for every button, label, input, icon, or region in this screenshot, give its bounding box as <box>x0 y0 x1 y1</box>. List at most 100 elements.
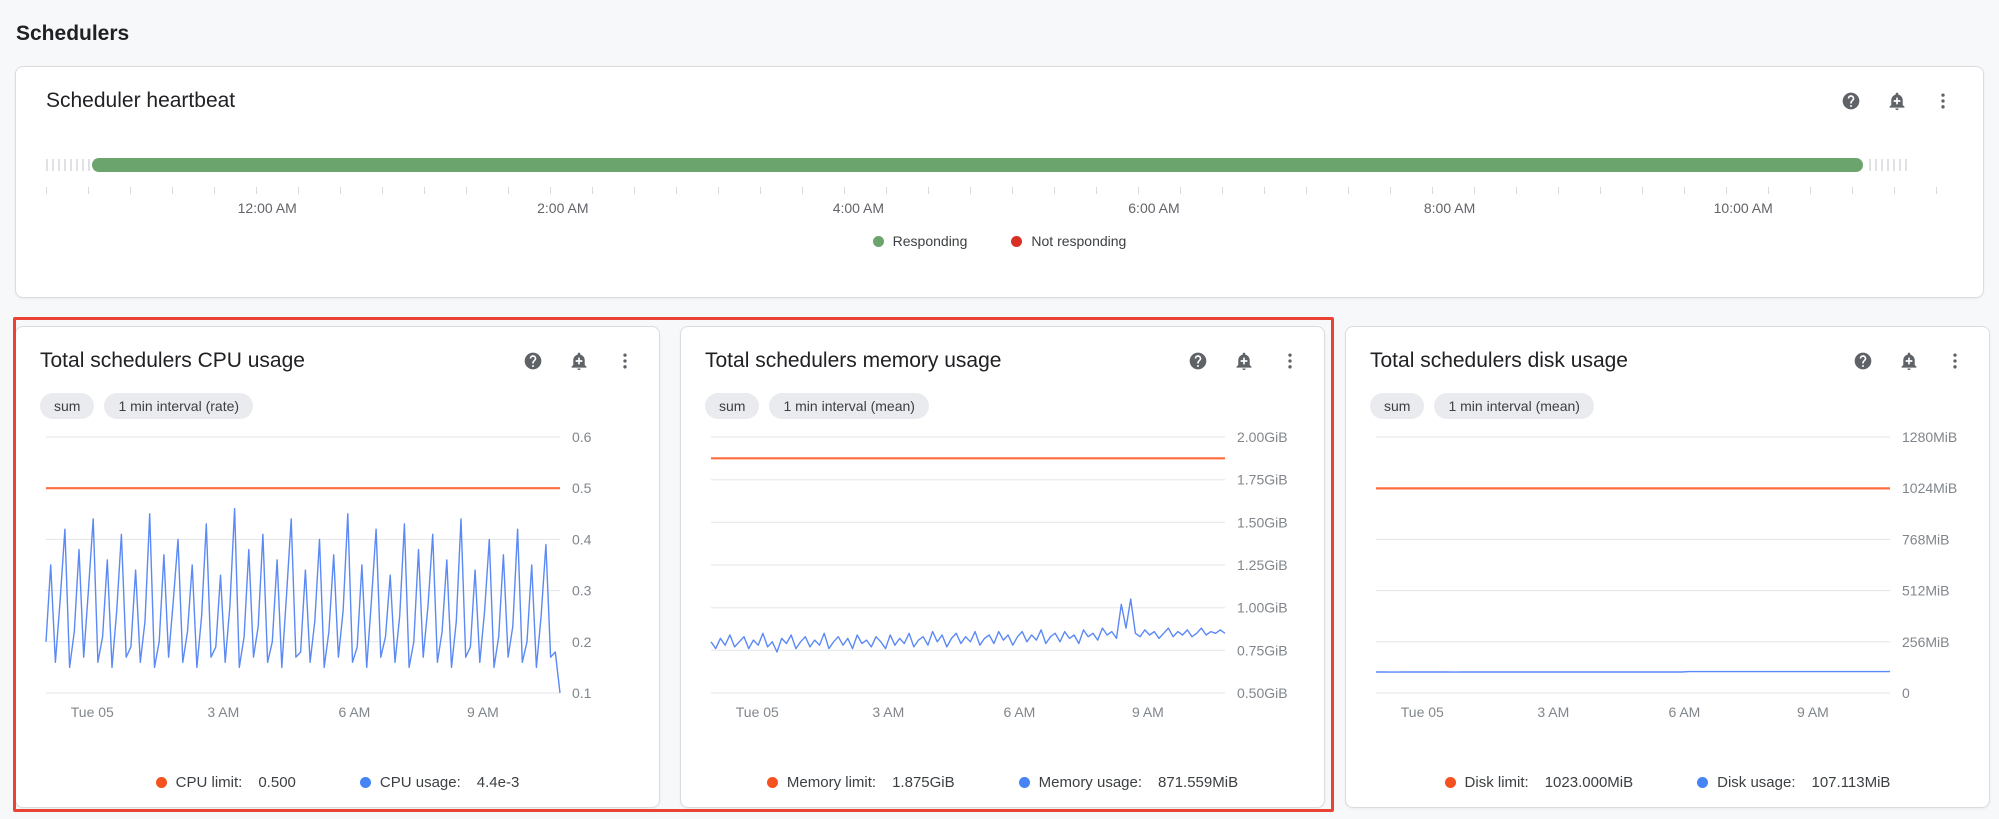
interval-chip: 1 min interval (mean) <box>1434 393 1594 419</box>
svg-text:512MiB: 512MiB <box>1902 583 1949 599</box>
time-axis-label: 4:00 AM <box>832 200 885 216</box>
memory-limit-legend: Memory limit: 1.875GiB <box>766 774 955 791</box>
help-icon[interactable] <box>1841 91 1861 111</box>
heartbeat-card-header: Scheduler heartbeat <box>46 89 1953 113</box>
memory-limit-value: 1.875GiB <box>892 774 955 791</box>
legend-item-not-responding: Not responding <box>1011 233 1126 249</box>
cpu-usage-legend: CPU usage: 4.4e-3 <box>359 774 520 791</box>
not-responding-dot <box>1011 235 1023 247</box>
interval-chip: 1 min interval (mean) <box>769 393 929 419</box>
not-responding-label: Not responding <box>1031 233 1127 249</box>
help-icon[interactable] <box>1853 351 1873 371</box>
cpu-card-actions <box>523 351 635 371</box>
disk-limit-label: Disk limit: <box>1464 774 1529 791</box>
cpu-limit-dot <box>155 777 167 788</box>
disk-card-actions <box>1853 351 1965 371</box>
svg-text:6 AM: 6 AM <box>338 704 370 720</box>
disk-chart-legend: Disk limit: 1023.000MiB Disk usage: 107.… <box>1370 766 1965 791</box>
svg-text:0.6: 0.6 <box>572 429 592 445</box>
page-title: Schedulers <box>16 22 130 45</box>
more-options-icon[interactable] <box>615 351 635 371</box>
cpu-usage-dot <box>359 777 371 788</box>
memory-card-header: Total schedulers memory usage <box>705 349 1300 373</box>
time-axis-label: 10:00 AM <box>1713 200 1773 216</box>
memory-usage-label: Memory usage: <box>1038 774 1143 791</box>
svg-text:0.3: 0.3 <box>572 583 592 599</box>
heartbeat-time-axis: 12:00 AM 2:00 AM 4:00 AM 6:00 AM 8:00 AM… <box>46 187 1953 219</box>
svg-text:1280MiB: 1280MiB <box>1902 429 1957 445</box>
svg-text:0.5: 0.5 <box>572 480 592 496</box>
svg-text:0: 0 <box>1902 685 1910 701</box>
cpu-chart-legend: CPU limit: 0.500 CPU usage: 4.4e-3 <box>40 766 635 791</box>
memory-limit-label: Memory limit: <box>786 774 877 791</box>
svg-text:Tue 05: Tue 05 <box>71 704 114 720</box>
memory-chart-legend: Memory limit: 1.875GiB Memory usage: 871… <box>705 766 1300 791</box>
svg-text:Tue 05: Tue 05 <box>736 704 779 720</box>
cpu-usage-label: CPU usage: <box>379 774 461 791</box>
svg-text:9 AM: 9 AM <box>1797 704 1829 720</box>
svg-text:0.50GiB: 0.50GiB <box>1237 685 1288 701</box>
add-alert-icon[interactable] <box>1887 91 1907 111</box>
svg-text:2.00GiB: 2.00GiB <box>1237 429 1288 445</box>
memory-usage-value: 871.559MiB <box>1158 774 1239 791</box>
svg-text:3 AM: 3 AM <box>1537 704 1569 720</box>
svg-text:1.25GiB: 1.25GiB <box>1237 557 1288 573</box>
svg-text:0.75GiB: 0.75GiB <box>1237 642 1288 658</box>
disk-card-title: Total schedulers disk usage <box>1370 349 1628 372</box>
svg-text:3 AM: 3 AM <box>207 704 239 720</box>
svg-text:3 AM: 3 AM <box>872 704 904 720</box>
memory-limit-dot <box>766 777 778 788</box>
disk-limit-dot <box>1444 777 1456 788</box>
aggregation-chip: sum <box>1370 393 1425 419</box>
svg-text:0.2: 0.2 <box>572 634 592 650</box>
svg-text:1.50GiB: 1.50GiB <box>1237 514 1288 530</box>
memory-usage-dot <box>1018 777 1030 788</box>
cpu-card-title: Total schedulers CPU usage <box>40 349 305 372</box>
more-options-icon[interactable] <box>1933 91 1953 111</box>
svg-text:6 AM: 6 AM <box>1668 704 1700 720</box>
svg-text:1.00GiB: 1.00GiB <box>1237 600 1288 616</box>
memory-card-actions <box>1188 351 1300 371</box>
heartbeat-legend: Responding Not responding <box>46 233 1953 249</box>
add-alert-icon[interactable] <box>569 351 589 371</box>
cpu-usage-value: 4.4e-3 <box>476 774 520 791</box>
aggregation-chip: sum <box>40 393 95 419</box>
add-alert-icon[interactable] <box>1899 351 1919 371</box>
scheduler-metric-cards-row: Total schedulers CPU usage sum 1 min int… <box>15 326 1990 808</box>
responding-label: Responding <box>892 233 968 249</box>
time-axis-label: 2:00 AM <box>537 200 589 216</box>
interval-chip: 1 min interval (rate) <box>104 393 254 419</box>
disk-limit-value: 1023.000MiB <box>1544 774 1634 791</box>
responding-dot <box>872 235 884 247</box>
memory-usage-legend: Memory usage: 871.559MiB <box>1018 774 1239 791</box>
disk-usage-card: Total schedulers disk usage sum 1 min in… <box>1345 326 1990 808</box>
add-alert-icon[interactable] <box>1234 351 1254 371</box>
svg-text:Tue 05: Tue 05 <box>1401 704 1444 720</box>
help-icon[interactable] <box>523 351 543 371</box>
memory-chips: sum 1 min interval (mean) <box>705 393 1300 419</box>
disk-usage-chart[interactable]: 1280MiB 1024MiB 768MiB 512MiB 256MiB 0 Tue 05 3… <box>1370 427 1965 725</box>
help-icon[interactable] <box>1188 351 1208 371</box>
heartbeat-timeline[interactable] <box>46 157 1953 173</box>
timeline-nodata-dashes-left <box>46 159 96 171</box>
svg-text:256MiB: 256MiB <box>1902 634 1949 650</box>
heartbeat-card-title: Scheduler heartbeat <box>46 89 236 112</box>
scheduler-heartbeat-card: Scheduler heartbeat 12:00 AM 2:00 AM 4:0… <box>15 66 1984 298</box>
cpu-chips: sum 1 min interval (rate) <box>40 393 635 419</box>
cpu-limit-label: CPU limit: <box>175 774 243 791</box>
disk-usage-dot <box>1697 777 1709 788</box>
svg-text:9 AM: 9 AM <box>1132 704 1164 720</box>
more-options-icon[interactable] <box>1280 351 1300 371</box>
time-axis-label: 6:00 AM <box>1128 200 1180 216</box>
more-options-icon[interactable] <box>1945 351 1965 371</box>
disk-limit-legend: Disk limit: 1023.000MiB <box>1444 774 1634 791</box>
aggregation-chip: sum <box>705 393 760 419</box>
memory-usage-chart[interactable]: 2.00GiB 1.75GiB 1.50GiB 1.25GiB 1.00GiB 0.75G… <box>705 427 1300 725</box>
cpu-usage-chart[interactable]: 0.6 0.5 0.4 0.3 0.2 0.1 Tue 05 3 AM 6 AM 9 AM <box>40 427 635 725</box>
svg-text:768MiB: 768MiB <box>1902 531 1949 547</box>
legend-item-responding: Responding <box>872 233 968 249</box>
cpu-usage-card: Total schedulers CPU usage sum 1 min int… <box>15 326 660 808</box>
svg-text:0.1: 0.1 <box>572 685 592 701</box>
time-axis-ticks <box>46 187 1953 194</box>
